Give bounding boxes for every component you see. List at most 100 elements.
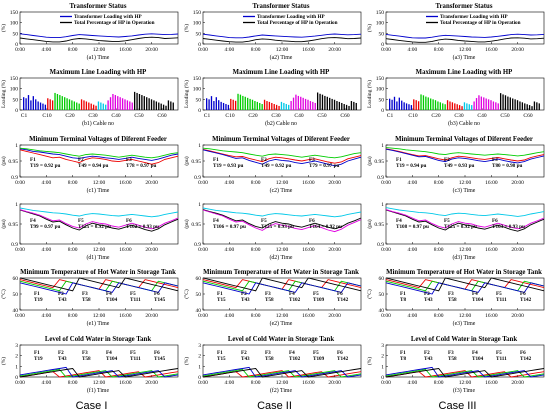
bar <box>261 104 263 110</box>
bar <box>490 100 492 110</box>
bar <box>206 98 208 110</box>
x-tick-label: 20:00 <box>145 313 158 319</box>
bar <box>54 92 56 110</box>
x-tick-label: 12:00 <box>93 47 106 53</box>
x-tick-label: C40 <box>477 113 486 119</box>
bar <box>215 97 217 110</box>
bar <box>401 100 403 110</box>
x-tick-label: 0:00 <box>381 180 391 186</box>
feeder-name: F2 <box>444 157 450 163</box>
feeder-node: T19 = 0.94 pu <box>396 163 426 169</box>
legend-label: Total Percentage of HP in Operation <box>440 20 521 26</box>
bar <box>454 103 456 110</box>
feeder-node: T80 = 0.98 pu <box>492 163 522 169</box>
feeder-name: F6 <box>520 350 526 356</box>
bar <box>25 98 27 110</box>
series-line-cyan <box>202 207 362 218</box>
feeder-node: T19 = 0.92 pu <box>30 163 60 169</box>
panel-title: Minimum Temperature of Hot Water in Stor… <box>203 269 359 276</box>
y-axis-label: (%) <box>366 357 373 365</box>
feeder-name: F5 <box>313 350 319 356</box>
feeder-name: F6 <box>309 218 315 224</box>
y-axis-label: (pu) <box>0 156 7 165</box>
plot-frame <box>19 144 179 178</box>
bar <box>27 95 30 110</box>
bar <box>51 100 54 110</box>
panel-title: Transformer Status <box>70 3 127 10</box>
x-tick-label: 20:00 <box>145 247 158 253</box>
bar <box>521 102 524 110</box>
feeder-name: F2 <box>424 291 430 297</box>
bar <box>273 104 275 110</box>
bar <box>107 100 109 110</box>
y-tick-label: 0 <box>381 375 384 381</box>
bar <box>208 99 210 110</box>
bar <box>165 105 167 110</box>
series-line-magenta <box>385 209 545 230</box>
panel-c2: Minimum Terminal Voltages of Diferent Fe… <box>183 136 362 194</box>
feeder-node: T108 = 0.97 pu <box>396 224 429 230</box>
bar <box>389 98 391 110</box>
x-tick-label: 20:00 <box>328 247 341 253</box>
feeder-name: F4 <box>472 350 478 356</box>
y-tick-label: 0 <box>15 375 18 381</box>
bar <box>158 102 160 110</box>
x-tick-label: C50 <box>317 113 326 119</box>
y-tick-label: 2 <box>198 354 201 360</box>
bar <box>220 101 222 110</box>
x-tick-label: 20:00 <box>511 247 524 253</box>
panel-a3: Transformer Status 0 50 100 150 (%) 0:00 4:00 8:… <box>366 3 545 61</box>
series-line-green <box>202 147 362 159</box>
bar <box>290 101 292 110</box>
x-tick-label: 0:00 <box>15 380 25 386</box>
y-tick-label: 50 <box>196 97 202 103</box>
bar <box>222 102 225 110</box>
bar <box>170 101 172 110</box>
x-tick-label: 0:00 <box>15 180 25 186</box>
feeder-node: T142 <box>337 297 349 303</box>
bar <box>300 96 302 110</box>
x-tick-label: 16:00 <box>119 247 132 253</box>
y-tick-label: 0 <box>198 375 201 381</box>
x-tick-label: C60 <box>157 113 166 119</box>
y-axis-label: Loading (%) <box>366 80 373 108</box>
bar <box>285 104 287 110</box>
feeder-node: T58 <box>265 297 274 303</box>
bar <box>324 95 326 110</box>
bar <box>531 106 533 110</box>
series-line-total-percentage-of-hp-in-operation <box>19 36 179 43</box>
feeder-node: T15 <box>217 297 226 303</box>
y-tick-label: 50 <box>13 31 19 37</box>
x-tick-label: C20 <box>431 113 440 119</box>
y-tick-label: 1 <box>381 364 384 370</box>
bar <box>533 101 536 110</box>
y-tick-label: 1 <box>198 364 201 370</box>
x-tick-label: 16:00 <box>485 247 498 253</box>
feeder-name: F5 <box>496 350 502 356</box>
y-tick-label: 150 <box>376 76 385 82</box>
feeder-name: F1 <box>217 350 223 356</box>
bar <box>497 103 499 110</box>
series-line-black <box>385 209 545 232</box>
panel-caption: (a3) Time <box>453 54 476 61</box>
series-line-blue <box>202 366 362 378</box>
series-line-black <box>19 277 179 292</box>
bar <box>283 102 285 110</box>
bar <box>495 102 497 110</box>
bar <box>249 98 251 110</box>
bar <box>471 105 473 110</box>
feeder-name: F3 <box>309 157 315 163</box>
y-tick-label: 60 <box>196 276 202 282</box>
bar <box>439 102 441 110</box>
x-tick-label: 20:00 <box>328 380 341 386</box>
bar <box>83 100 85 110</box>
x-tick-label: 12:00 <box>276 180 289 186</box>
x-tick-label: C10 <box>42 113 51 119</box>
bar <box>114 95 117 110</box>
feeder-node: T78 = 0.97 pu <box>126 163 156 169</box>
bar <box>415 100 417 110</box>
y-tick-label: 0.95 <box>374 222 384 228</box>
panel-caption: (b1) Cable no <box>82 120 114 127</box>
series-line-cyan <box>19 207 179 218</box>
bar <box>80 99 83 110</box>
